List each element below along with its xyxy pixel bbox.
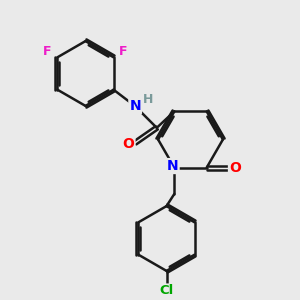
Text: Cl: Cl	[159, 284, 174, 298]
Text: N: N	[129, 99, 141, 113]
Text: O: O	[123, 137, 134, 151]
Text: N: N	[167, 159, 178, 173]
Text: F: F	[119, 45, 128, 58]
Text: F: F	[43, 45, 52, 58]
Text: O: O	[229, 160, 241, 175]
Text: H: H	[142, 93, 153, 106]
